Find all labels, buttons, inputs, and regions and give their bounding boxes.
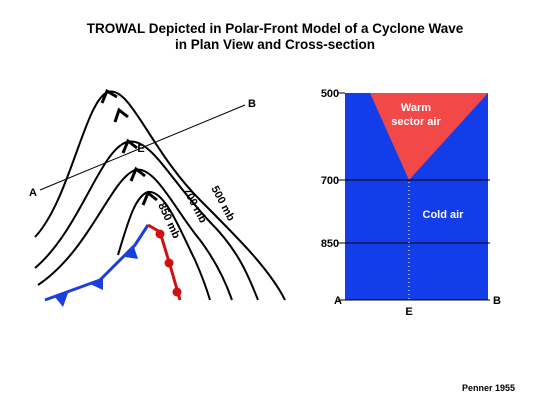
warm-front-bumps xyxy=(155,229,182,297)
trowal-arrows xyxy=(100,88,158,206)
warm-front xyxy=(147,223,182,301)
contours xyxy=(34,90,286,301)
level-label: 700 xyxy=(321,175,339,187)
cold-label: Cold air xyxy=(423,209,465,221)
warm-sector xyxy=(370,93,488,180)
arrow xyxy=(100,88,118,104)
warm-label: sector air xyxy=(391,116,441,128)
contour xyxy=(37,168,233,301)
level-label: 850 xyxy=(321,238,339,250)
point-label: B xyxy=(248,98,256,110)
cold-front-teeth xyxy=(55,247,138,307)
contour xyxy=(34,140,259,301)
point-label: E xyxy=(137,143,144,155)
contour xyxy=(34,90,286,301)
point-label: B xyxy=(493,295,501,307)
point-label: A xyxy=(29,187,37,199)
level-label: 500 xyxy=(321,88,339,100)
contour xyxy=(117,191,211,301)
arrow xyxy=(121,138,138,154)
arrow xyxy=(129,166,146,182)
section-line xyxy=(39,104,246,191)
title-line: in Plan View and Cross-section xyxy=(175,37,375,52)
point-label: E xyxy=(405,306,412,318)
cold-front xyxy=(44,224,150,302)
contour-label: 500 mb xyxy=(208,184,237,223)
arrow xyxy=(141,190,158,206)
point-label: A xyxy=(334,295,342,307)
credit: Penner 1955 xyxy=(462,383,515,393)
arrow xyxy=(113,107,129,123)
warm-label: Warm xyxy=(401,102,431,114)
title-line: TROWAL Depicted in Polar-Front Model of … xyxy=(87,21,464,36)
